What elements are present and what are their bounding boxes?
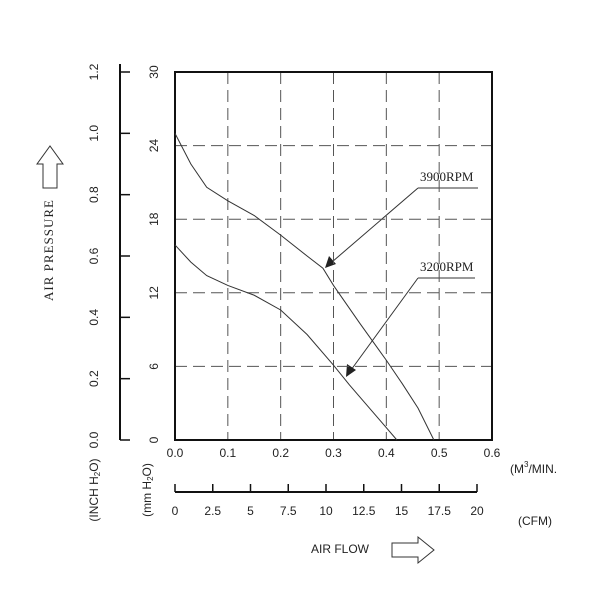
y2-tick-label: 0.4 xyxy=(87,309,101,326)
x-tick-label: 0.2 xyxy=(272,446,289,460)
x-tick-label: 0.4 xyxy=(378,446,395,460)
unit-part: O) xyxy=(140,463,154,476)
annotation-leader xyxy=(331,187,419,263)
unit-part: /MIN. xyxy=(528,462,557,476)
x2-tick-label: 2.5 xyxy=(204,504,221,518)
x2-tick-label: 5 xyxy=(247,504,254,518)
x2-tick-label: 7.5 xyxy=(280,504,297,518)
unit-part: (mm H xyxy=(140,481,154,517)
y-unit: (mm H2O) xyxy=(140,463,155,517)
unit-sub: 2 xyxy=(146,476,155,481)
y2-unit: (INCH H2O) xyxy=(87,458,102,521)
x2-tick-label: 0 xyxy=(172,504,179,518)
unit-part: (M xyxy=(510,462,524,476)
y-tick-label: 18 xyxy=(147,212,161,226)
x-tick-label: 0.0 xyxy=(167,446,184,460)
series-label: 3200RPM xyxy=(420,259,474,274)
annotation-arrowhead xyxy=(346,364,356,377)
y-tick-label: 12 xyxy=(147,286,161,300)
x-tick-label: 0.1 xyxy=(219,446,236,460)
unit-part: O) xyxy=(87,458,101,471)
up-arrow-icon xyxy=(36,145,64,189)
x-tick-label: 0.6 xyxy=(484,446,501,460)
y-tick-label: 6 xyxy=(147,363,161,370)
right-arrow-icon xyxy=(391,535,435,565)
x2-unit: (CFM) xyxy=(518,514,552,528)
y2-tick-label: 1.0 xyxy=(87,125,101,142)
x2-tick-label: 15 xyxy=(395,504,409,518)
annotation-leader xyxy=(350,277,419,371)
y2-tick-label: 0.2 xyxy=(87,370,101,387)
x2-tick-label: 10 xyxy=(319,504,333,518)
annotation-arrowhead xyxy=(325,256,336,268)
x2-tick-label: 17.5 xyxy=(428,504,452,518)
y2-tick-label: 0.6 xyxy=(87,247,101,264)
y2-tick-label: 0.0 xyxy=(87,431,101,448)
y2-tick-label: 0.8 xyxy=(87,186,101,203)
x-tick-label: 0.3 xyxy=(325,446,342,460)
y-tick-label: 0 xyxy=(147,436,161,443)
unit-part: (INCH H xyxy=(87,476,101,521)
unit-sup: 3 xyxy=(524,460,529,469)
curve xyxy=(174,244,398,441)
y-axis-title: AIR PRESSURE xyxy=(41,199,56,301)
x-tick-label: 0.5 xyxy=(431,446,448,460)
x2-tick-label: 20 xyxy=(470,504,484,518)
y-tick-label: 30 xyxy=(147,65,161,79)
x2-tick-label: 12.5 xyxy=(352,504,376,518)
curve xyxy=(174,133,435,441)
y-tick-label: 24 xyxy=(147,139,161,153)
plot-frame xyxy=(174,71,493,441)
unit-sub: 2 xyxy=(93,471,102,476)
y2-tick-label: 1.2 xyxy=(87,63,101,80)
x-unit: (M3/MIN. xyxy=(510,460,557,476)
series-label: 3900RPM xyxy=(420,169,474,184)
x-axis-title: AIR FLOW xyxy=(311,542,370,556)
